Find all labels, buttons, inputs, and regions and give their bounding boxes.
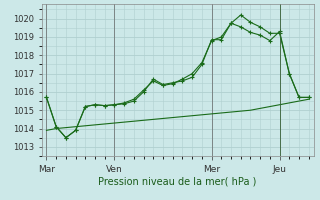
X-axis label: Pression niveau de la mer( hPa ): Pression niveau de la mer( hPa ) (99, 177, 257, 187)
